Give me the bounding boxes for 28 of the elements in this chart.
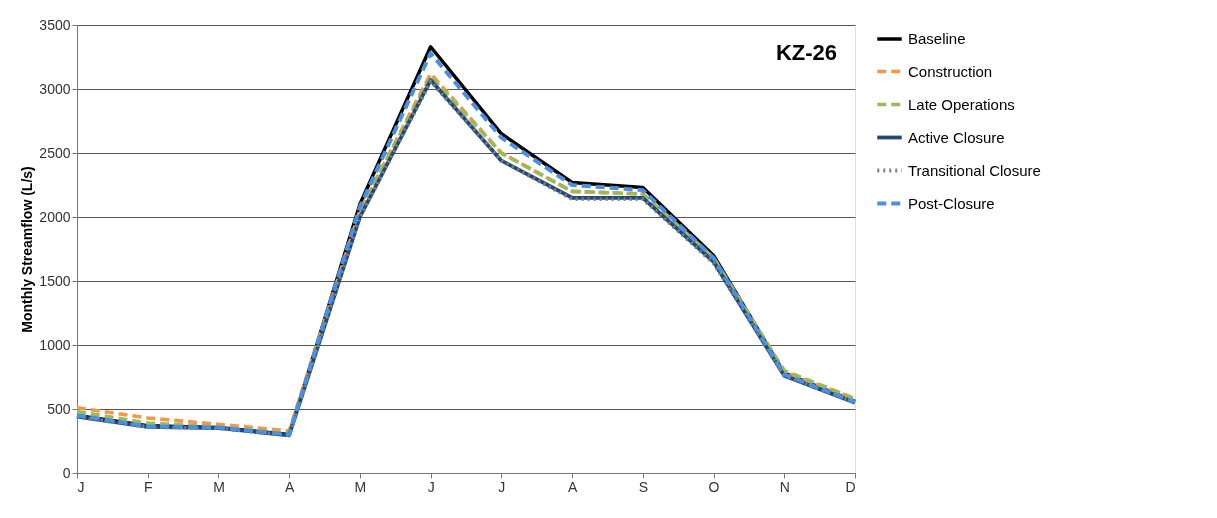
legend-label: Active Closure	[908, 128, 1005, 146]
annotation: KZ-26	[775, 40, 837, 65]
x-tick-label: M	[213, 478, 225, 495]
legend-label: Late Operations	[908, 95, 1015, 113]
y-tick-label: 1000	[39, 336, 71, 353]
y-tick-label: 3500	[39, 16, 71, 33]
y-tick-label: 2000	[39, 208, 71, 225]
x-tick-label: A	[567, 478, 578, 495]
legend-label: Baseline	[908, 30, 966, 47]
y-tick-label: 2500	[39, 144, 71, 161]
x-tick-label: D	[845, 478, 856, 495]
y-tick-label: 0	[62, 464, 71, 481]
y-tick-label: 1500	[39, 272, 71, 289]
x-tick-label: N	[779, 478, 790, 495]
y-tick-label: 500	[47, 400, 71, 417]
x-tick-label: J	[77, 478, 85, 495]
legend-label: Post-Closure	[908, 194, 995, 212]
x-tick-label: J	[498, 478, 506, 495]
x-tick-label: O	[708, 478, 720, 495]
x-tick-label: A	[285, 478, 296, 495]
x-tick-label: J	[427, 478, 435, 495]
legend-label: Construction	[908, 62, 993, 80]
y-axis-title: Monthly Streamflow (L/s)	[19, 166, 36, 333]
x-tick-label: S	[638, 478, 648, 495]
legend-label: Transitional Closure	[908, 161, 1041, 179]
x-tick-label: F	[143, 478, 153, 495]
x-tick-label: M	[354, 478, 367, 495]
y-tick-label: 3000	[39, 80, 71, 97]
